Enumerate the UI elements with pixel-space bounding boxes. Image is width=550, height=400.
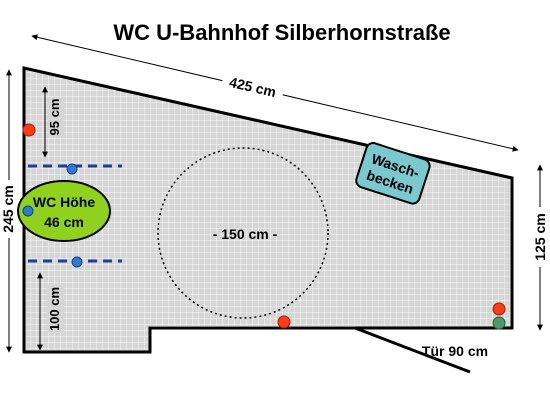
marker-red-bottom	[277, 315, 291, 329]
diagram-title: WC U-Bahnhof Silberhornstraße	[113, 20, 450, 45]
sink: Wasch- becken	[355, 142, 431, 205]
marker-red-right	[492, 302, 506, 316]
grab-bar-upper-marker	[66, 163, 78, 175]
lower-clearance-label: 100 cm	[47, 287, 62, 331]
wc-toilet	[17, 180, 111, 242]
turning-circle	[157, 147, 329, 319]
right-height-label: 125 cm	[532, 213, 548, 260]
left-height-label: 245 cm	[0, 185, 16, 232]
wc-label: WC Höhe	[33, 194, 95, 210]
door-label: Tür 90 cm	[422, 343, 488, 359]
marker-green-right	[492, 316, 506, 330]
grab-bar-lower-marker	[71, 256, 83, 268]
upper-clearance-label: 95 cm	[47, 99, 62, 136]
wc-height-label: 46 cm	[44, 214, 84, 230]
wc-flush-marker	[22, 205, 34, 217]
marker-red-top-left	[22, 123, 36, 137]
door-swing-line	[354, 326, 471, 374]
turning-circle-label: - 150 cm -	[213, 226, 278, 242]
